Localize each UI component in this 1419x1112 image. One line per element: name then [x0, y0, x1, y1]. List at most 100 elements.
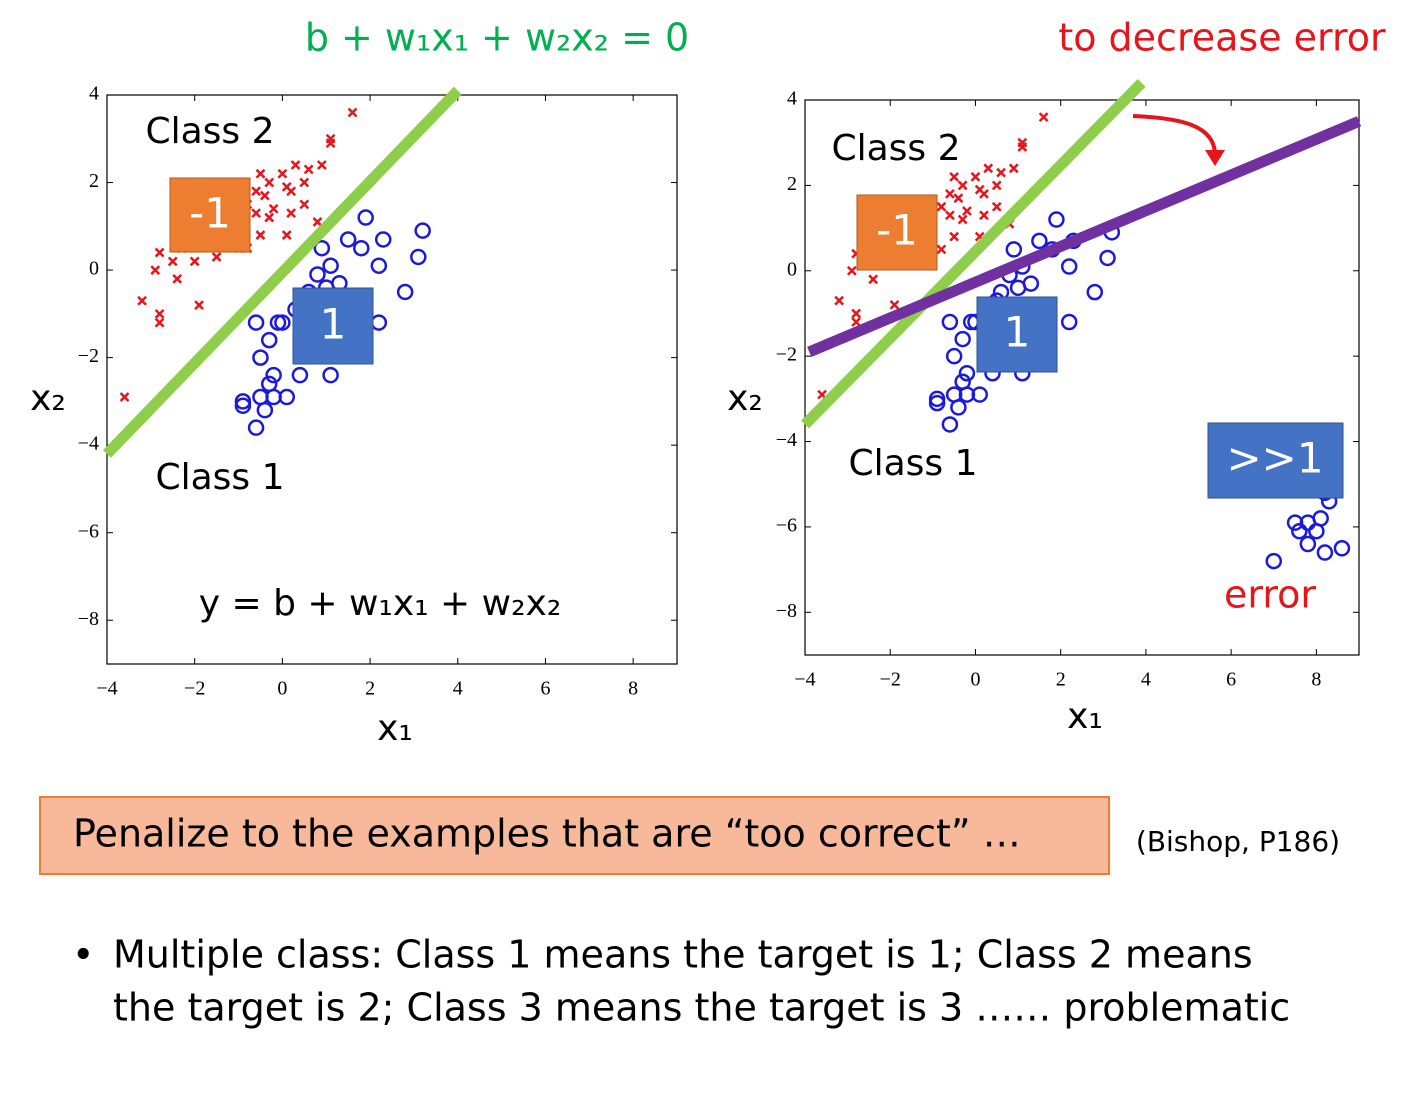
y-tick-label: 2	[787, 173, 797, 195]
arrow-label: to decrease error	[1058, 16, 1386, 60]
point-circle	[291, 366, 309, 384]
bullet-marker: •	[72, 933, 94, 977]
y-tick-label: 4	[89, 83, 99, 105]
arrow-head	[1205, 150, 1225, 166]
point-circle	[410, 248, 427, 266]
point-cross	[172, 273, 183, 284]
point-circle	[260, 331, 278, 349]
point-cross	[259, 190, 270, 201]
formula: y = b + w₁x₁ + w₂x₂	[199, 583, 562, 624]
point-cross	[945, 189, 955, 199]
point-cross	[154, 308, 165, 319]
point-cross	[150, 265, 161, 275]
point-circle	[1009, 279, 1027, 297]
point-circle	[1308, 522, 1325, 540]
y-tick-label: 0	[787, 258, 797, 280]
point-cross	[264, 212, 275, 223]
point-circle	[958, 364, 976, 382]
label-box	[169, 177, 251, 253]
x-axis-label: x₁	[377, 708, 413, 749]
point-cross	[154, 247, 165, 258]
point-cross	[936, 244, 947, 255]
x-tick-label: 6	[540, 678, 550, 700]
bullet-text: the target is 2; Class 3 means the targe…	[113, 986, 1290, 1030]
x-tick-label: −2	[184, 678, 205, 700]
point-cross	[991, 180, 1002, 191]
point-cross	[281, 230, 292, 240]
point-circle	[353, 239, 370, 257]
plot-frame	[804, 99, 1360, 656]
point-circle	[396, 283, 414, 301]
point-circle	[252, 349, 269, 366]
point-cross	[290, 160, 301, 170]
x-tick-label: 0	[277, 678, 287, 700]
point-circle	[269, 314, 287, 331]
annotation: 1	[1004, 308, 1031, 357]
point-cross	[286, 208, 297, 219]
label-box	[1207, 422, 1344, 499]
plot-left: −4 −2 0 2 4 6 8 −8 −6 −4 −2 0 2 4 x₁ x₂	[30, 83, 678, 749]
point-cross	[255, 168, 266, 179]
point-circle	[1086, 283, 1104, 301]
point-cross	[286, 186, 297, 197]
point-circle	[1099, 249, 1116, 267]
point-cross	[970, 171, 981, 182]
point-cross	[953, 193, 964, 204]
point-circle	[247, 419, 265, 436]
point-circle	[322, 366, 339, 384]
point-circle	[1048, 211, 1065, 228]
point-cross	[851, 308, 862, 319]
x-axis-label: x₁	[1067, 696, 1103, 737]
point-cross	[846, 265, 857, 276]
point-circle	[954, 330, 971, 348]
point-cross	[312, 217, 323, 227]
annotation: Class 1	[155, 457, 284, 498]
point-circle	[971, 386, 988, 403]
point-circle	[945, 347, 963, 365]
y-tick-label: −4	[776, 429, 797, 451]
point-cross	[299, 177, 310, 188]
point-cross	[889, 300, 900, 310]
point-cross	[949, 231, 960, 242]
point-cross	[945, 210, 955, 221]
point-cross	[868, 274, 879, 285]
annotation: >>1	[1226, 434, 1323, 483]
point-cross	[1008, 163, 1019, 174]
point-circle	[370, 314, 388, 331]
point-circle	[414, 222, 431, 239]
point-cross	[268, 203, 279, 214]
point-circle	[941, 313, 959, 331]
point-circle	[1291, 522, 1308, 540]
y-tick-label: −6	[776, 515, 797, 537]
y-tick-label: 4	[787, 88, 797, 110]
x-tick-label: 6	[1226, 669, 1236, 691]
point-circle	[274, 314, 291, 331]
x-tick-label: 4	[1141, 669, 1151, 691]
y-tick-label: −8	[776, 600, 797, 622]
point-cross	[137, 295, 147, 306]
x-tick-label: 2	[365, 678, 375, 700]
annotation: -1	[189, 189, 231, 238]
y-tick-label: 2	[89, 170, 99, 192]
annotation: Class 1	[848, 443, 977, 484]
point-circle	[278, 388, 296, 406]
label-box	[976, 296, 1058, 373]
x-tick-label: 8	[1311, 669, 1321, 691]
y-axis-label: x₂	[30, 378, 66, 419]
y-tick-label: 0	[89, 258, 99, 280]
bullet-text: Multiple class: Class 1 means the target…	[113, 933, 1253, 977]
point-circle	[309, 266, 326, 283]
label-box	[856, 194, 938, 271]
point-cross	[834, 295, 844, 306]
point-cross	[255, 230, 266, 240]
point-circle	[1031, 232, 1048, 250]
point-cross	[154, 317, 165, 328]
x-tick-label: −4	[96, 678, 117, 700]
point-circle	[265, 366, 282, 384]
boundary-label: b + w₁x₁ + w₂x₂ = 0	[305, 16, 689, 60]
decision-boundary	[807, 116, 1362, 357]
point-circle	[1316, 544, 1334, 561]
point-cross	[277, 168, 288, 179]
point-circle	[1060, 258, 1078, 275]
